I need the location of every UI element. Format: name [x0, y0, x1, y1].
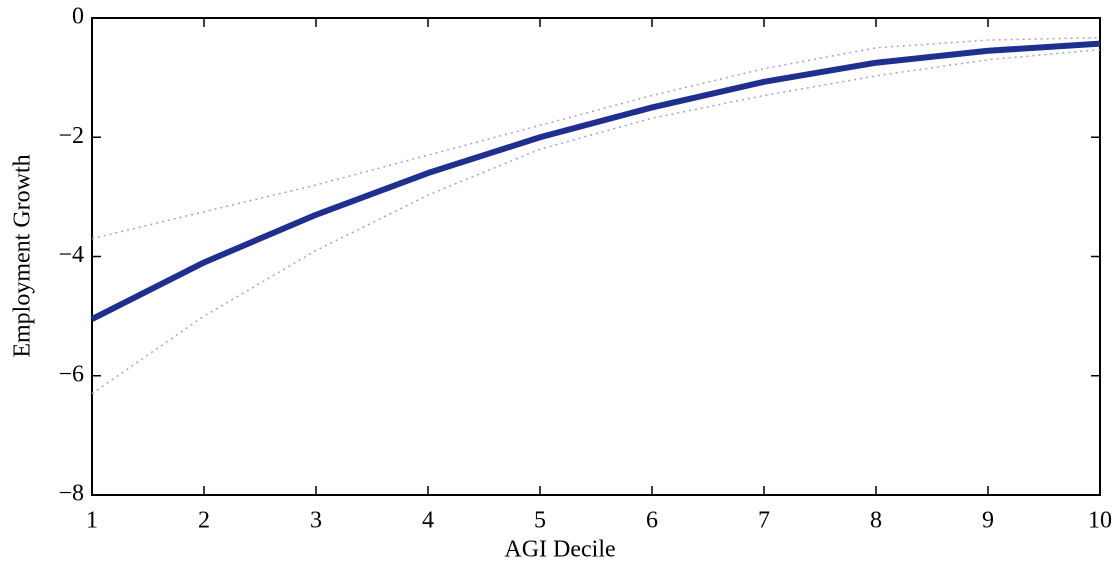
x-tick-label: 8	[870, 508, 882, 534]
y-tick-label: 0	[72, 4, 84, 30]
x-tick-label: 9	[982, 508, 994, 534]
x-tick-label: 2	[198, 508, 210, 534]
y-axis-label: Employment Growth	[10, 154, 36, 357]
x-tick-label: 5	[534, 508, 546, 534]
y-tick-label: −8	[58, 481, 84, 507]
y-tick-label: −2	[58, 123, 84, 149]
x-tick-label: 10	[1088, 508, 1112, 534]
x-tick-label: 1	[86, 508, 98, 534]
x-tick-label: 7	[758, 508, 770, 534]
series-line	[90, 40, 1101, 322]
plot-frame	[91, 17, 1101, 496]
y-tick-label: −6	[58, 361, 84, 387]
x-tick-label: 3	[310, 508, 322, 534]
series-line	[91, 48, 1101, 395]
y-tick-label: −4	[58, 242, 84, 268]
x-axis-label: AGI Decile	[504, 537, 615, 563]
series-line	[91, 36, 1101, 240]
x-tick-label: 6	[646, 508, 658, 534]
x-tick-label: 4	[422, 508, 434, 534]
